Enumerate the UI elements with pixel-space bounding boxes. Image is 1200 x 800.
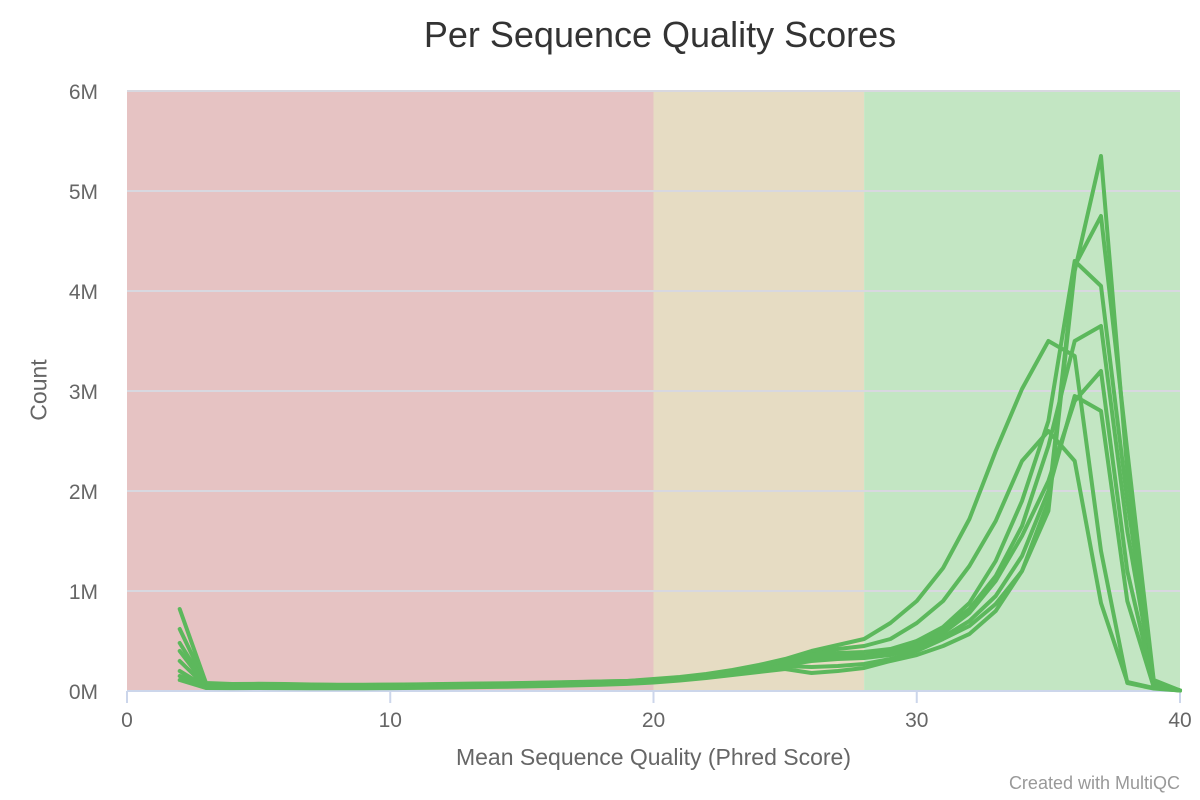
y-tick-label: 6M (69, 81, 98, 104)
y-tick-label: 1M (69, 581, 98, 604)
y-tick-label: 3M (69, 381, 98, 404)
series-line-8 (177, 214, 1182, 693)
x-tick-label: 40 (1168, 709, 1191, 732)
credits-text: Created with MultiQC (1008, 773, 1180, 793)
x-tick-label: 10 (379, 709, 402, 732)
y-tick-label: 2M (69, 481, 98, 504)
axes: 0M 1M 2M 3M 4M 5M 6M 0 10 20 30 40 (69, 81, 1192, 732)
x-axis-title: Mean Sequence Quality (Phred Score) (455, 744, 852, 770)
series-lines (177, 154, 1182, 693)
y-tick-label: 5M (69, 181, 98, 204)
y-axis-title: Count (25, 359, 52, 421)
y-tick-label: 4M (69, 281, 98, 304)
chart-title: Per Sequence Quality Scores (423, 14, 897, 55)
x-tick-label: 0 (121, 709, 133, 732)
x-tick-label: 30 (905, 709, 928, 732)
y-tick-label: 0M (69, 681, 98, 704)
x-tick-label: 20 (642, 709, 665, 732)
